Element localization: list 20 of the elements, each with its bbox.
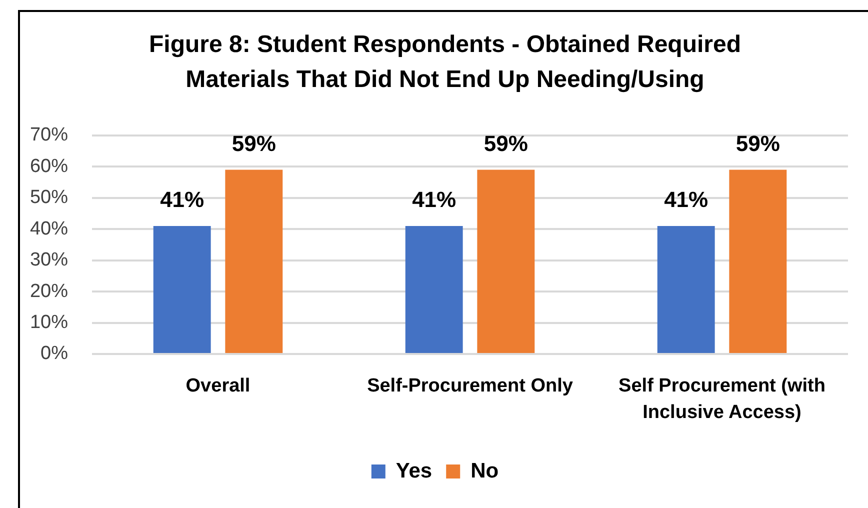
x-tick-label: Overall — [186, 376, 250, 397]
y-tick-label: 60% — [30, 156, 68, 177]
x-tick-label: Self-Procurement Only — [367, 376, 574, 397]
y-tick-label: 0% — [40, 343, 68, 364]
legend-label: No — [470, 459, 499, 482]
chart-title: Figure 8: Student Respondents - Obtained Required Materials That Did Not End Up Needing/Using — [148, 30, 742, 95]
y-tick-label: 40% — [30, 218, 68, 240]
y-tick-label: 20% — [30, 280, 68, 302]
data-label: 41% — [412, 187, 456, 212]
data-label: 59% — [232, 130, 276, 156]
x-tick-label: Self Procurement (with Inclusive Access) — [618, 376, 826, 424]
data-label: 59% — [484, 130, 528, 156]
y-tick-label: 30% — [30, 250, 68, 271]
data-label: 59% — [736, 130, 780, 156]
y-tick-label: 10% — [30, 312, 68, 334]
data-label: 41% — [664, 187, 708, 212]
legend-label: Yes — [396, 459, 432, 482]
data-label: 41% — [160, 187, 204, 212]
y-tick-label: 70% — [30, 124, 68, 146]
y-tick-label: 50% — [30, 187, 68, 208]
